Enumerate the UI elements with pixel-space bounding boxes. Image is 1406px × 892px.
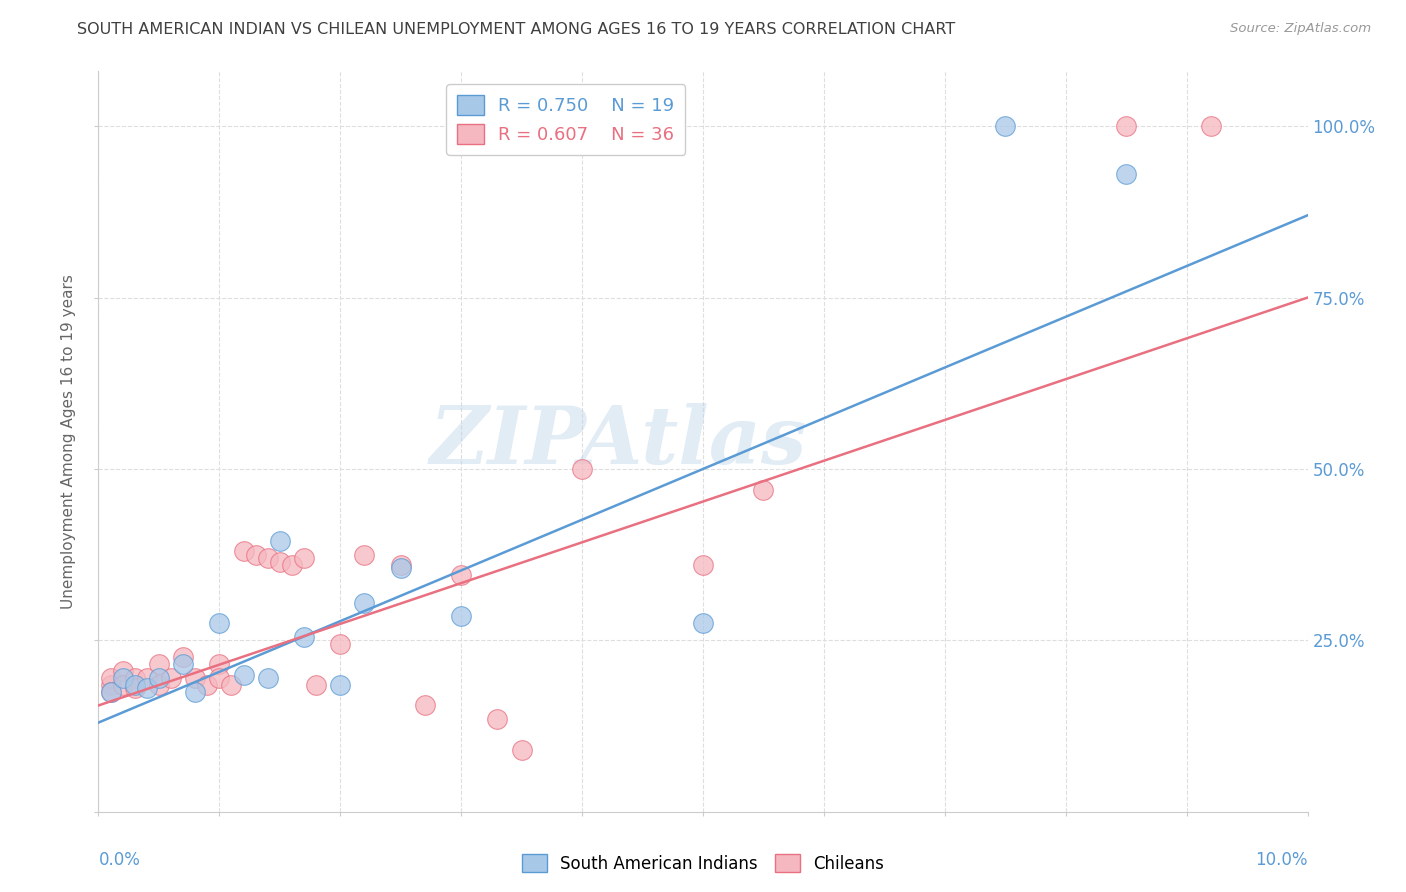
Point: [329, 637, 352, 651]
Point: [172, 657, 194, 672]
Point: [184, 685, 207, 699]
Point: [135, 671, 157, 685]
Text: ZIPAtlas: ZIPAtlas: [430, 403, 807, 480]
Point: [148, 657, 170, 672]
Point: [1115, 167, 1137, 181]
Text: 10.0%: 10.0%: [1256, 851, 1308, 869]
Text: 0.0%: 0.0%: [98, 851, 141, 869]
Point: [292, 551, 315, 566]
Point: [111, 678, 134, 692]
Point: [281, 558, 304, 572]
Point: [571, 462, 593, 476]
Point: [510, 743, 533, 757]
Point: [256, 551, 278, 566]
Point: [692, 558, 714, 572]
Point: [124, 678, 146, 692]
Point: [353, 596, 375, 610]
Point: [269, 533, 291, 548]
Point: [172, 650, 194, 665]
Point: [413, 698, 436, 713]
Point: [450, 609, 472, 624]
Point: [994, 119, 1017, 133]
Y-axis label: Unemployment Among Ages 16 to 19 years: Unemployment Among Ages 16 to 19 years: [60, 274, 76, 609]
Point: [208, 616, 231, 631]
Point: [100, 671, 122, 685]
Point: [100, 685, 122, 699]
Point: [160, 671, 183, 685]
Point: [256, 671, 278, 685]
Point: [269, 554, 291, 568]
Text: SOUTH AMERICAN INDIAN VS CHILEAN UNEMPLOYMENT AMONG AGES 16 TO 19 YEARS CORRELAT: SOUTH AMERICAN INDIAN VS CHILEAN UNEMPLO…: [77, 22, 956, 37]
Point: [305, 678, 328, 692]
Point: [135, 681, 157, 696]
Point: [208, 657, 231, 672]
Legend: R = 0.750    N = 19, R = 0.607    N = 36: R = 0.750 N = 19, R = 0.607 N = 36: [446, 84, 685, 154]
Point: [111, 671, 134, 685]
Point: [353, 548, 375, 562]
Point: [100, 685, 122, 699]
Point: [245, 548, 267, 562]
Point: [208, 671, 231, 685]
Point: [232, 544, 254, 558]
Point: [124, 681, 146, 696]
Point: [329, 678, 352, 692]
Legend: South American Indians, Chileans: South American Indians, Chileans: [516, 847, 890, 880]
Point: [221, 678, 243, 692]
Point: [292, 630, 315, 644]
Point: [148, 671, 170, 685]
Text: Source: ZipAtlas.com: Source: ZipAtlas.com: [1230, 22, 1371, 36]
Point: [111, 664, 134, 678]
Point: [184, 671, 207, 685]
Point: [389, 561, 412, 575]
Point: [692, 616, 714, 631]
Point: [389, 558, 412, 572]
Point: [195, 678, 218, 692]
Point: [124, 671, 146, 685]
Point: [1115, 119, 1137, 133]
Point: [148, 678, 170, 692]
Point: [232, 667, 254, 681]
Point: [752, 483, 775, 497]
Point: [100, 678, 122, 692]
Point: [1199, 119, 1222, 133]
Point: [486, 712, 509, 726]
Point: [450, 568, 472, 582]
